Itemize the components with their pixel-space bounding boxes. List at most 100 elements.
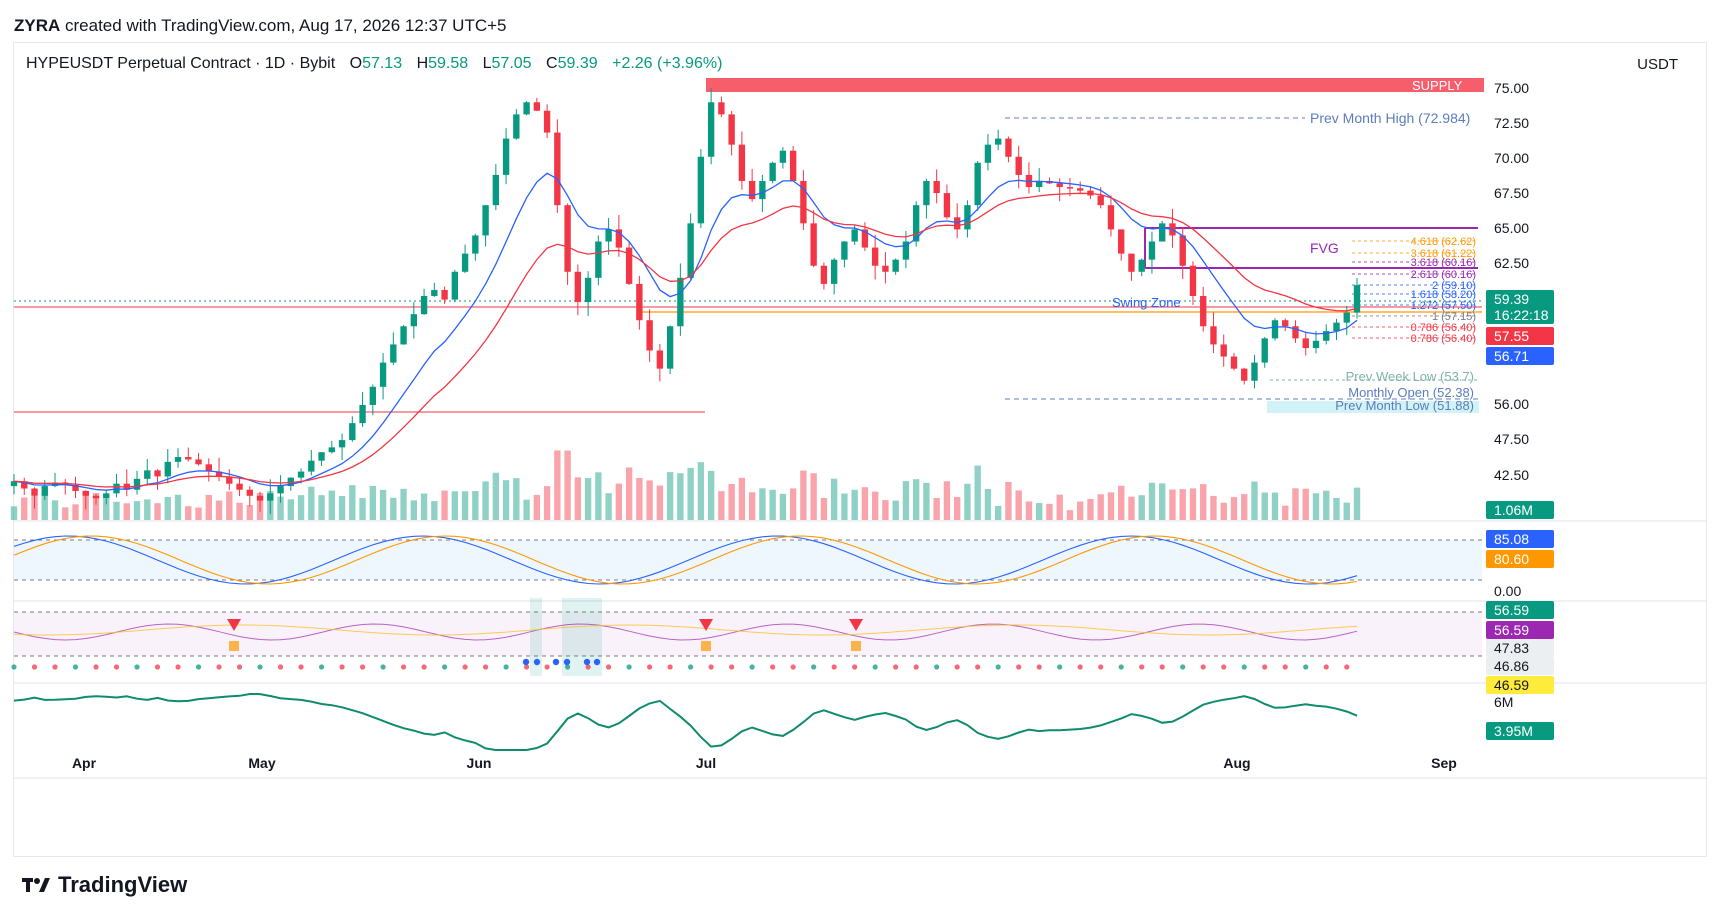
volume-bar [656, 485, 664, 520]
price-axis: 75.00 72.50 70.00 67.50 65.00 62.50 56.00 47.50… [1494, 80, 1529, 483]
candle-body [1200, 296, 1207, 327]
volume-bar [72, 504, 79, 520]
candle-body [103, 493, 110, 499]
quote-currency[interactable]: USDT [1637, 56, 1678, 73]
osc-dot [11, 664, 17, 670]
volume-bar [851, 489, 858, 520]
volume-bar [605, 493, 612, 520]
volume-bar [636, 477, 643, 520]
volume-bar [1323, 490, 1330, 520]
obv-line [13, 692, 1358, 751]
candle-body [1066, 187, 1074, 189]
volume-bar [718, 491, 725, 520]
price-tick-label: 62.50 [1494, 255, 1529, 271]
osc-dot [503, 664, 509, 670]
volume-bar [369, 485, 376, 520]
volume-bar [779, 493, 787, 520]
price-badge: 57.55 [1486, 327, 1554, 345]
osc-dot [154, 664, 161, 670]
candle-body [400, 326, 407, 345]
candle-body [1271, 320, 1279, 339]
volume-bar [1077, 501, 1084, 520]
time-tick-label: Jul [696, 755, 716, 771]
osc-dot [113, 664, 120, 670]
open-label: O [349, 55, 363, 72]
osc-signal-line [13, 624, 1358, 636]
volume-bar [902, 481, 910, 520]
volume-bar [1169, 489, 1176, 520]
candle-body [748, 180, 756, 200]
symbol-legend[interactable]: HYPEUSDT Perpetual Contract · 1D · Bybit… [26, 55, 722, 73]
volume-bar [1005, 481, 1012, 520]
candle-body [154, 470, 161, 477]
fib-level-label: 3.618 (60.16) [1411, 257, 1476, 269]
osc-badge: 56.59 [1486, 601, 1554, 619]
fib-level-label: 1.618 (58.20) [1411, 289, 1476, 301]
candle-body [1077, 188, 1084, 191]
volume-bar [1261, 492, 1268, 520]
candle-body [10, 481, 18, 487]
candle-body [1333, 322, 1340, 332]
volume-bar [92, 492, 100, 520]
volume-bar [420, 493, 428, 520]
candle-body [810, 223, 817, 266]
volume-bar [441, 490, 448, 520]
candle-body [164, 461, 171, 477]
symbol-title[interactable]: HYPEUSDT Perpetual Contract · 1D · Bybit [26, 55, 336, 72]
volume-bar [123, 503, 130, 520]
candle-body [1323, 331, 1330, 341]
obv-badge-bg [1486, 722, 1554, 740]
osc-dot [31, 664, 38, 670]
candle-body [912, 205, 920, 242]
volume-bar [318, 495, 325, 520]
volume-bar [1230, 497, 1238, 520]
volume-bar [1251, 481, 1258, 520]
volume-bar [1148, 482, 1156, 520]
ema-slow-line [13, 192, 1358, 488]
osc-badge: 46.86 [1486, 657, 1554, 675]
candle-body [1036, 180, 1043, 188]
volume-bar [841, 493, 848, 520]
osc-dot [195, 664, 202, 670]
volume-bar [820, 497, 828, 520]
volume-bar [267, 491, 274, 520]
osc-dot [72, 664, 79, 670]
volume-bar [10, 506, 18, 520]
osc-sell-marker [227, 619, 241, 631]
candle-body [513, 114, 520, 139]
osc-dot [852, 664, 858, 670]
candle-body [554, 132, 561, 206]
candle-body [677, 277, 684, 327]
ema-fast-line [13, 172, 1358, 491]
stoch-badge-label: 0.00 [1494, 583, 1521, 599]
osc-badge-bg [1486, 657, 1554, 675]
volume-bar [461, 491, 469, 520]
osc-dot [1036, 664, 1042, 670]
price-badge-label: 57.55 [1494, 328, 1529, 344]
prev-month-low-label: Prev Month Low (51.88) [1335, 398, 1474, 413]
volume-bar [226, 491, 233, 520]
volume-bar [728, 484, 735, 520]
volume-bar [451, 491, 459, 520]
volume-bar [359, 498, 366, 520]
candle-body [1056, 183, 1063, 188]
volume-bars [10, 450, 1361, 520]
volume-bar [1210, 495, 1217, 520]
volume-bar [759, 488, 766, 520]
volume-bar [236, 502, 243, 520]
osc-dot [1057, 664, 1063, 670]
osc-dot [93, 664, 99, 670]
chart-frame [13, 42, 1707, 857]
volume-bar [1333, 497, 1340, 520]
osc-sell-marker [849, 619, 863, 631]
candle-body [492, 174, 500, 206]
osc-dot [790, 664, 796, 670]
candle-body [41, 486, 48, 496]
stoch-badge-bg [1486, 550, 1554, 568]
osc-dot [1200, 664, 1206, 670]
time-tick-label: Aug [1223, 755, 1250, 771]
volume-bar [1353, 487, 1361, 520]
osc-dot [647, 664, 653, 670]
price-badge-countdown: 16:22:18 [1494, 307, 1549, 323]
